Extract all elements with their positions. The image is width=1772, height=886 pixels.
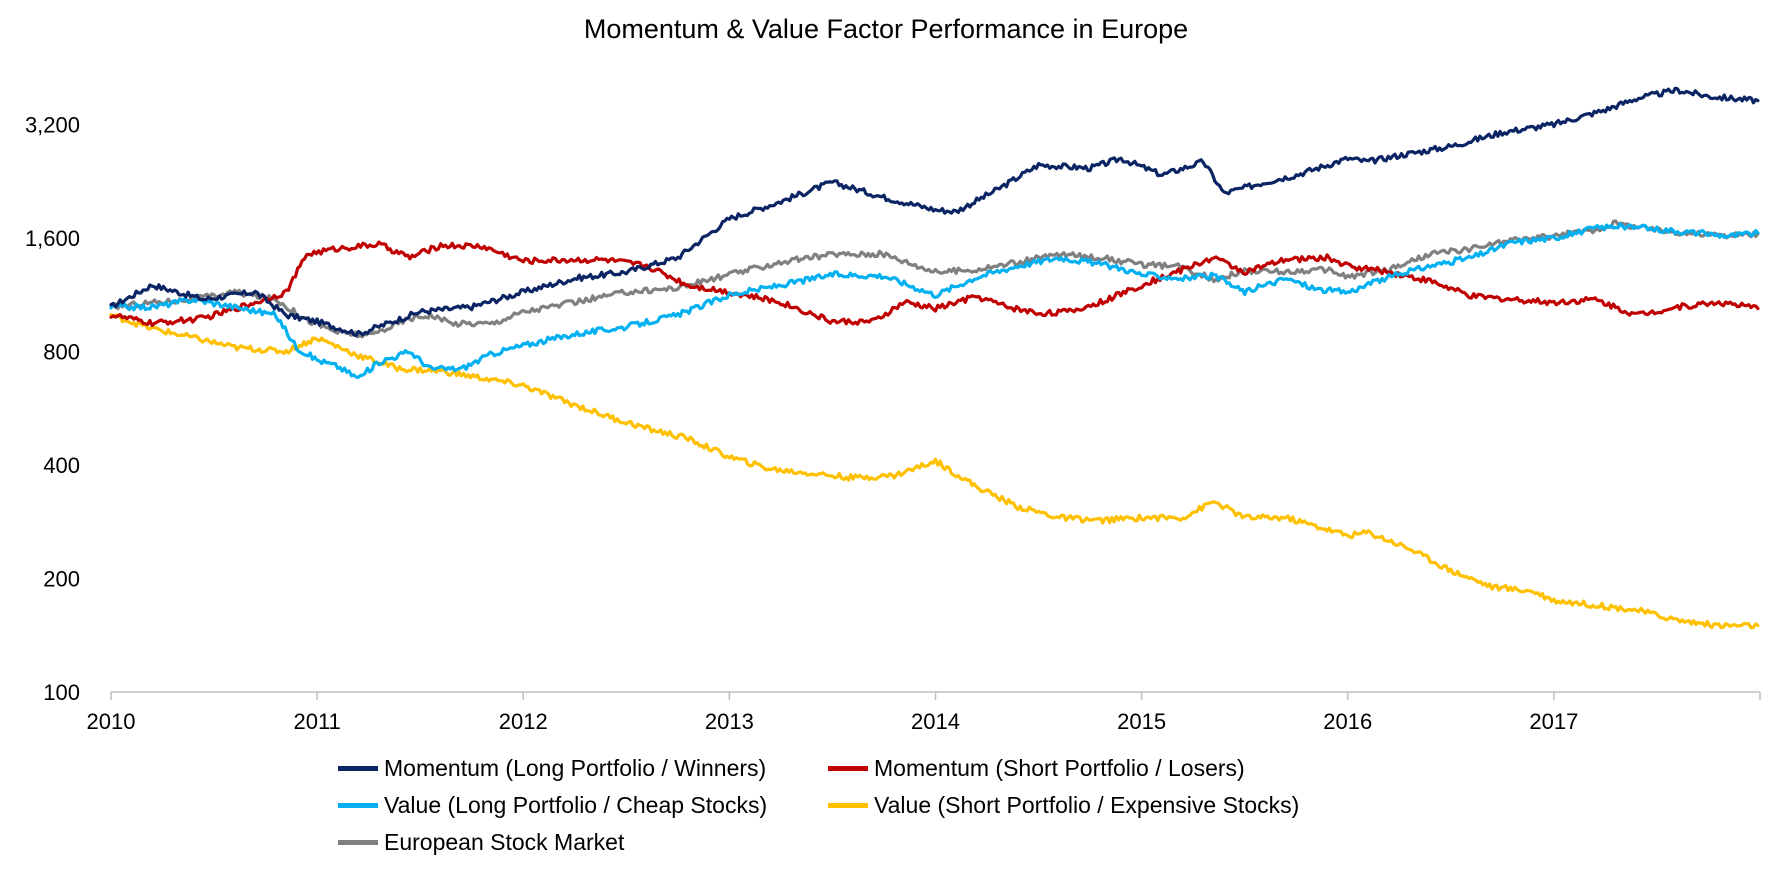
series-layer (109, 86, 1760, 630)
y-tick-label: 400 (43, 453, 80, 478)
legend-label: European Stock Market (384, 828, 625, 855)
legend-item: European Stock Market (338, 826, 624, 858)
legend-label: Value (Short Portfolio / Expensive Stock… (874, 791, 1300, 818)
legend-swatch (828, 765, 868, 771)
x-tick-label: 2010 (87, 709, 136, 734)
legend-label: Value (Long Portfolio / Cheap Stocks) (384, 791, 768, 818)
chart-axes: 2010 2011 2012 2013 2014 2015 2016 2017 100 200 40… (25, 113, 1761, 734)
x-tick-label: 2017 (1529, 709, 1578, 734)
series-line (109, 222, 1760, 379)
x-tick-label: 2013 (705, 709, 754, 734)
legend-swatch (338, 839, 378, 845)
chart-title: Momentum & Value Factor Performance in E… (583, 14, 1189, 44)
x-tick-label: 2016 (1323, 709, 1372, 734)
x-tick-label: 2015 (1117, 709, 1166, 734)
series-line (109, 240, 1760, 328)
legend-item: Value (Short Portfolio / Expensive Stock… (828, 789, 1299, 821)
legend-label: Momentum (Short Portfolio / Losers) (874, 754, 1245, 781)
series-line (109, 86, 1760, 338)
y-tick-label: 3,200 (25, 113, 80, 138)
y-tick-label: 800 (43, 340, 80, 365)
legend-item: Momentum (Long Portfolio / Winners) (338, 752, 766, 784)
x-tick-label: 2011 (293, 709, 340, 734)
legend-swatch (338, 802, 378, 808)
y-tick-label: 1,600 (25, 226, 80, 251)
legend-item: Value (Long Portfolio / Cheap Stocks) (338, 789, 767, 821)
series-line (109, 219, 1760, 339)
legend-label: Momentum (Long Portfolio / Winners) (384, 754, 767, 781)
y-tick-label: 200 (43, 567, 80, 592)
legend-swatch (338, 765, 378, 771)
series-line (109, 313, 1760, 630)
y-tick-label: 100 (43, 680, 80, 705)
x-tick-label: 2014 (911, 709, 960, 734)
legend-item: Momentum (Short Portfolio / Losers) (828, 752, 1245, 784)
legend-swatch (828, 802, 868, 808)
x-tick-label: 2012 (499, 709, 548, 734)
